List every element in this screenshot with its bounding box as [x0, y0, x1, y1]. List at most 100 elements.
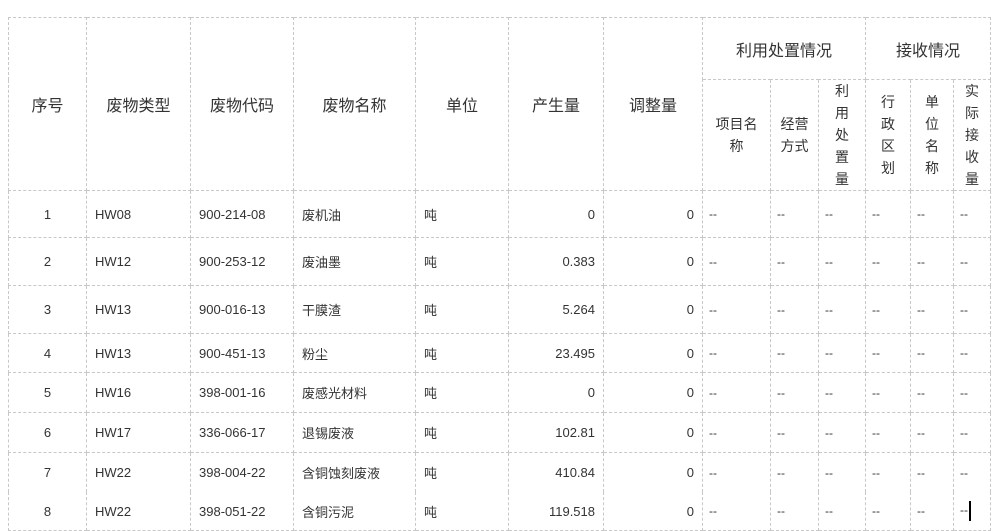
- cell-adjusted[interactable]: 0: [603, 333, 703, 373]
- cell-code[interactable]: 398-001-16: [190, 372, 294, 413]
- cell-code[interactable]: 900-451-13: [190, 333, 294, 373]
- cell-adjusted[interactable]: 0: [603, 372, 703, 413]
- cell-empty[interactable]: --: [702, 333, 771, 373]
- cell-seq[interactable]: 2: [8, 237, 87, 286]
- cell-empty[interactable]: --: [818, 190, 866, 238]
- cell-empty[interactable]: --: [818, 333, 866, 373]
- cell-code[interactable]: 900-253-12: [190, 237, 294, 286]
- cell-empty[interactable]: --: [953, 372, 991, 413]
- cell-produced[interactable]: 5.264: [508, 285, 604, 334]
- cell-empty[interactable]: --: [770, 412, 819, 453]
- cell-empty[interactable]: --: [865, 492, 911, 531]
- cell-unit[interactable]: 吨: [415, 492, 509, 531]
- cell-type[interactable]: HW13: [86, 285, 191, 334]
- cell-code[interactable]: 398-051-22: [190, 492, 294, 531]
- cell-empty[interactable]: --: [910, 285, 954, 334]
- cell-seq[interactable]: 7: [8, 452, 87, 492]
- cell-type[interactable]: HW17: [86, 412, 191, 453]
- cell-type[interactable]: HW22: [86, 452, 191, 492]
- cell-empty[interactable]: --: [770, 452, 819, 492]
- cell-empty[interactable]: --: [865, 333, 911, 373]
- cell-empty[interactable]: --: [910, 452, 954, 492]
- cell-empty[interactable]: --: [770, 372, 819, 413]
- cell-adjusted[interactable]: 0: [603, 412, 703, 453]
- cell-empty[interactable]: --: [702, 190, 771, 238]
- cell-adjusted[interactable]: 0: [603, 452, 703, 492]
- cell-empty[interactable]: --: [818, 237, 866, 286]
- cell-empty[interactable]: --: [910, 190, 954, 238]
- cell-empty[interactable]: --: [818, 452, 866, 492]
- cell-type[interactable]: HW16: [86, 372, 191, 413]
- cell-empty[interactable]: --: [702, 492, 771, 531]
- cell-empty[interactable]: --: [702, 412, 771, 453]
- cell-produced[interactable]: 410.84: [508, 452, 604, 492]
- cell-empty[interactable]: --: [953, 333, 991, 373]
- cell-unit[interactable]: 吨: [415, 237, 509, 286]
- cell-code[interactable]: 900-214-08: [190, 190, 294, 238]
- cell-type[interactable]: HW13: [86, 333, 191, 373]
- cell-empty[interactable]: --: [702, 452, 771, 492]
- cell-empty[interactable]: --: [770, 190, 819, 238]
- cell-name[interactable]: 废感光材料: [293, 372, 416, 413]
- cell-empty[interactable]: --: [702, 237, 771, 286]
- cell-empty[interactable]: --: [865, 412, 911, 453]
- cell-seq[interactable]: 8: [8, 492, 87, 531]
- cell-empty[interactable]: --: [770, 237, 819, 286]
- cell-seq[interactable]: 1: [8, 190, 87, 238]
- cell-unit[interactable]: 吨: [415, 333, 509, 373]
- cell-empty[interactable]: --: [702, 285, 771, 334]
- cell-empty[interactable]: --: [953, 492, 991, 531]
- cell-empty[interactable]: --: [702, 372, 771, 413]
- cell-empty[interactable]: --: [865, 190, 911, 238]
- cell-produced[interactable]: 0.383: [508, 237, 604, 286]
- cell-type[interactable]: HW22: [86, 492, 191, 531]
- cell-empty[interactable]: --: [770, 333, 819, 373]
- cell-produced[interactable]: 119.518: [508, 492, 604, 531]
- cell-seq[interactable]: 4: [8, 333, 87, 373]
- cell-code[interactable]: 336-066-17: [190, 412, 294, 453]
- cell-adjusted[interactable]: 0: [603, 285, 703, 334]
- cell-name[interactable]: 废油墨: [293, 237, 416, 286]
- cell-empty[interactable]: --: [953, 285, 991, 334]
- cell-produced[interactable]: 102.81: [508, 412, 604, 453]
- cell-empty[interactable]: --: [953, 190, 991, 238]
- cell-empty[interactable]: --: [910, 333, 954, 373]
- cell-produced[interactable]: 0: [508, 190, 604, 238]
- cell-empty[interactable]: --: [910, 372, 954, 413]
- cell-produced[interactable]: 0: [508, 372, 604, 413]
- cell-adjusted[interactable]: 0: [603, 190, 703, 238]
- cell-name[interactable]: 退锡废液: [293, 412, 416, 453]
- cell-name[interactable]: 粉尘: [293, 333, 416, 373]
- cell-name[interactable]: 废机油: [293, 190, 416, 238]
- cell-seq[interactable]: 6: [8, 412, 87, 453]
- cell-empty[interactable]: --: [818, 492, 866, 531]
- cell-empty[interactable]: --: [770, 285, 819, 334]
- cell-empty[interactable]: --: [910, 237, 954, 286]
- cell-produced[interactable]: 23.495: [508, 333, 604, 373]
- cell-empty[interactable]: --: [818, 285, 866, 334]
- cell-empty[interactable]: --: [865, 372, 911, 413]
- cell-unit[interactable]: 吨: [415, 372, 509, 413]
- cell-unit[interactable]: 吨: [415, 285, 509, 334]
- cell-name[interactable]: 含铜污泥: [293, 492, 416, 531]
- cell-name[interactable]: 含铜蚀刻废液: [293, 452, 416, 492]
- cell-empty[interactable]: --: [865, 237, 911, 286]
- cell-empty[interactable]: --: [818, 412, 866, 453]
- cell-empty[interactable]: --: [865, 285, 911, 334]
- cell-code[interactable]: 900-016-13: [190, 285, 294, 334]
- cell-name[interactable]: 干膜渣: [293, 285, 416, 334]
- cell-unit[interactable]: 吨: [415, 190, 509, 238]
- cell-type[interactable]: HW12: [86, 237, 191, 286]
- cell-adjusted[interactable]: 0: [603, 492, 703, 531]
- cell-empty[interactable]: --: [953, 412, 991, 453]
- cell-empty[interactable]: --: [770, 492, 819, 531]
- cell-type[interactable]: HW08: [86, 190, 191, 238]
- cell-unit[interactable]: 吨: [415, 412, 509, 453]
- cell-seq[interactable]: 3: [8, 285, 87, 334]
- cell-empty[interactable]: --: [818, 372, 866, 413]
- cell-unit[interactable]: 吨: [415, 452, 509, 492]
- cell-empty[interactable]: --: [953, 237, 991, 286]
- cell-empty[interactable]: --: [953, 452, 991, 492]
- cell-code[interactable]: 398-004-22: [190, 452, 294, 492]
- cell-empty[interactable]: --: [910, 492, 954, 531]
